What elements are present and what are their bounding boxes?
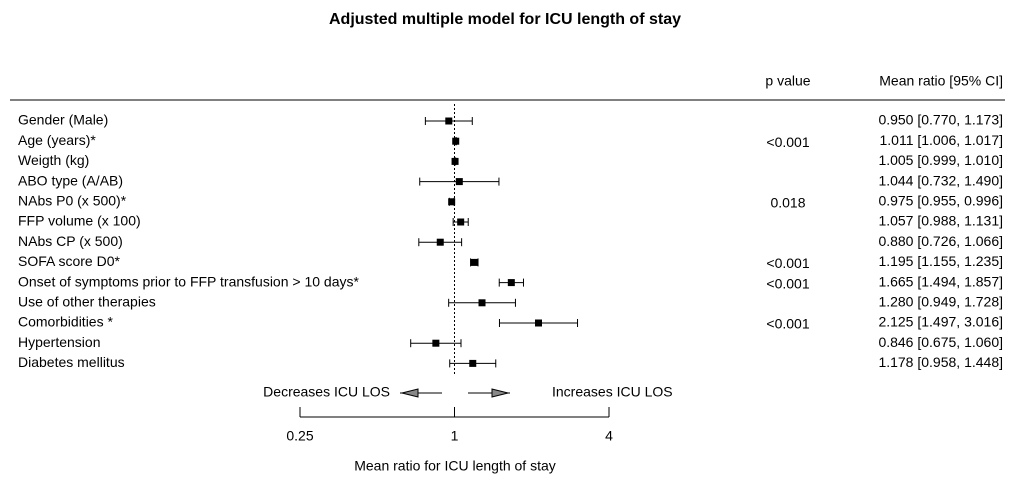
ci-label: 2.125 [1.497, 3.016] bbox=[878, 314, 1003, 330]
ci-label: 1.280 [0.949, 1.728] bbox=[878, 294, 1003, 310]
row-label: Diabetes mellitus bbox=[18, 354, 125, 370]
ci-label: 0.846 [0.675, 1.060] bbox=[878, 334, 1003, 350]
estimate bbox=[452, 137, 460, 145]
ci-label: 0.880 [0.726, 1.066] bbox=[878, 233, 1003, 249]
chart-title: Adjusted multiple model for ICU length o… bbox=[329, 11, 681, 28]
ci-label: 1.057 [0.988, 1.131] bbox=[878, 213, 1003, 229]
left-annotation: Decreases ICU LOS bbox=[263, 384, 390, 400]
p-value: <0.001 bbox=[766, 134, 809, 150]
row-label: Weigth (kg) bbox=[18, 152, 89, 168]
row-label: ABO type (A/AB) bbox=[18, 172, 123, 188]
estimate bbox=[436, 238, 444, 246]
ci-label: 1.011 [1.006, 1.017] bbox=[879, 132, 1003, 148]
estimate bbox=[455, 178, 463, 186]
estimate bbox=[507, 279, 515, 287]
x-axis-label: Mean ratio for ICU length of stay bbox=[354, 458, 556, 474]
row-label: Gender (Male) bbox=[18, 112, 108, 128]
estimate bbox=[432, 339, 440, 347]
ci-label: 1.665 [1.494, 1.857] bbox=[878, 273, 1003, 289]
ci-label: 1.005 [0.999, 1.010] bbox=[878, 152, 1003, 168]
ci-label: 1.195 [1.155, 1.235] bbox=[878, 253, 1003, 269]
estimate bbox=[470, 258, 478, 266]
estimate bbox=[469, 359, 477, 367]
row-label: Hypertension bbox=[18, 334, 101, 350]
estimate bbox=[448, 198, 456, 206]
x-tick-label: 4 bbox=[605, 428, 613, 444]
p-value: <0.001 bbox=[766, 275, 809, 291]
row-label: Onset of symptoms prior to FFP transfusi… bbox=[18, 273, 359, 289]
p-value: <0.001 bbox=[766, 255, 809, 271]
row-label: Comorbidities * bbox=[18, 314, 113, 330]
p-value: 0.018 bbox=[770, 195, 805, 211]
p-header: p value bbox=[765, 73, 810, 89]
right-arrow bbox=[468, 388, 510, 398]
row-label: FFP volume (x 100) bbox=[18, 213, 141, 229]
estimate bbox=[478, 299, 486, 307]
row-label: SOFA score D0* bbox=[18, 253, 120, 269]
estimate bbox=[451, 157, 459, 165]
ci-header: Mean ratio [95% CI] bbox=[879, 73, 1003, 89]
right-annotation: Increases ICU LOS bbox=[552, 384, 673, 400]
ci-label: 0.950 [0.770, 1.173] bbox=[878, 112, 1003, 128]
estimate bbox=[535, 319, 543, 327]
row-label: Age (years)* bbox=[18, 132, 96, 148]
p-value: <0.001 bbox=[766, 316, 809, 332]
estimate bbox=[445, 117, 453, 125]
ci-label: 1.044 [0.732, 1.490] bbox=[878, 172, 1003, 188]
x-tick-label: 0.25 bbox=[286, 428, 313, 444]
row-label: Use of other therapies bbox=[18, 294, 156, 310]
ci-label: 1.178 [0.958, 1.448] bbox=[878, 354, 1003, 370]
estimate bbox=[457, 218, 465, 226]
row-label: NAbs CP (x 500) bbox=[18, 233, 123, 249]
ci-label: 0.975 [0.955, 0.996] bbox=[878, 193, 1003, 209]
row-label: NAbs P0 (x 500)* bbox=[18, 193, 127, 209]
left-arrow bbox=[400, 388, 442, 398]
x-tick-label: 1 bbox=[451, 428, 459, 444]
